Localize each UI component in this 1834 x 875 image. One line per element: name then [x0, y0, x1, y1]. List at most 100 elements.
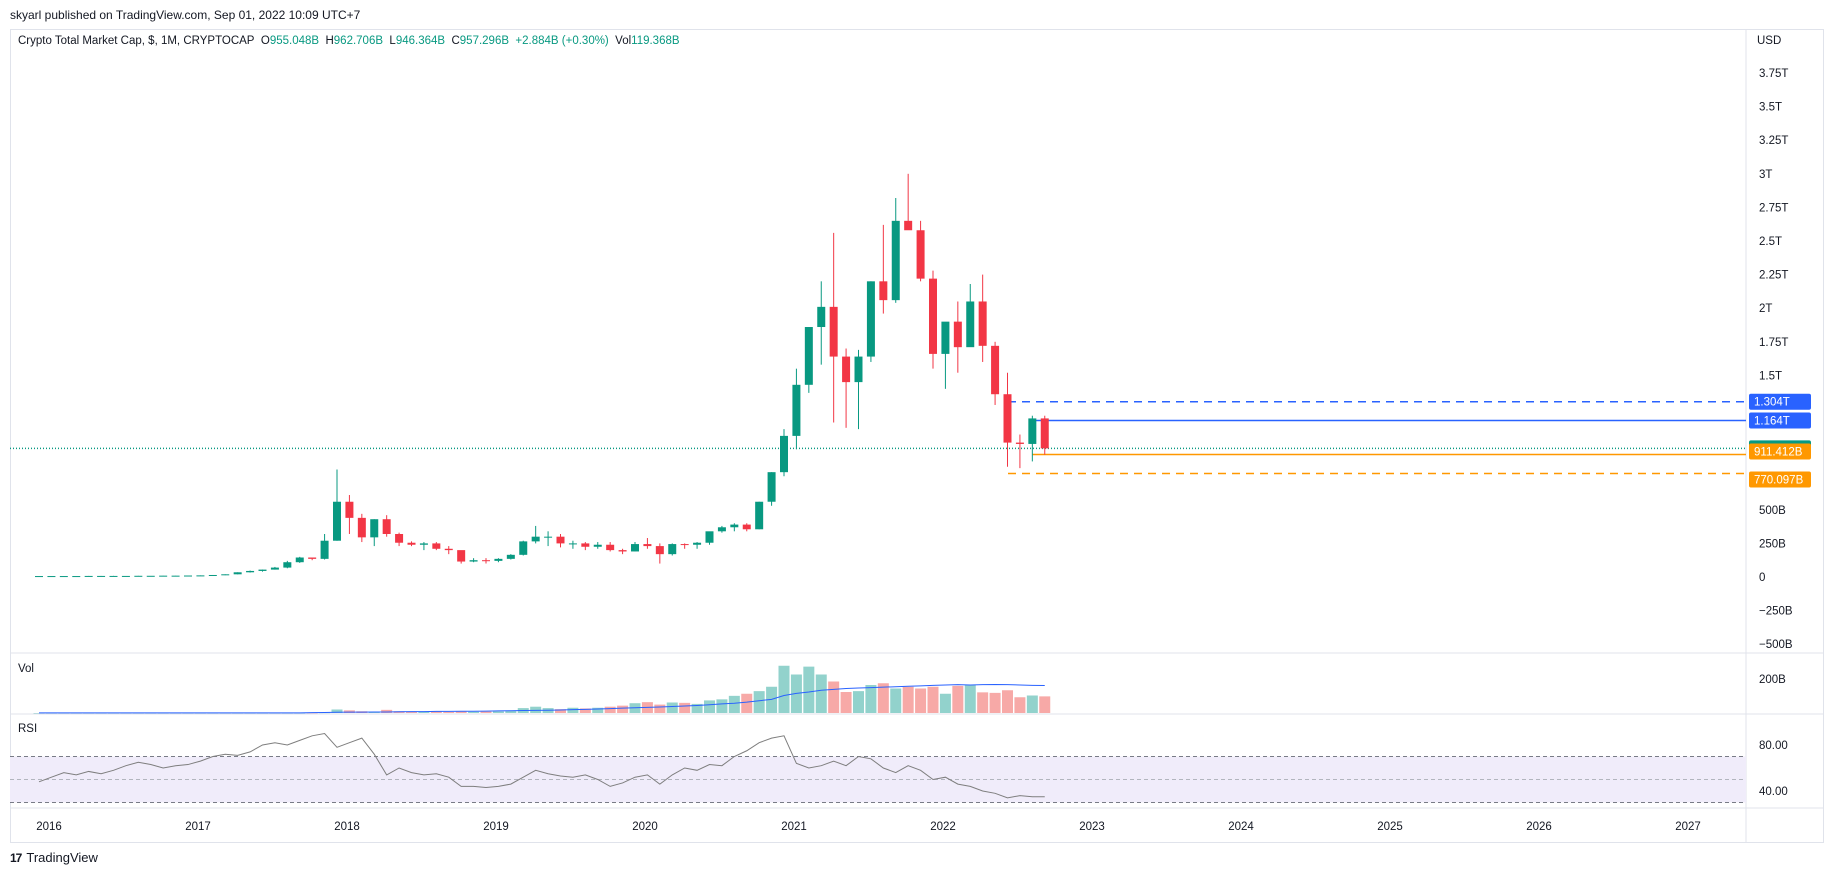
volume-bar: [592, 707, 604, 713]
candle-body: [879, 281, 888, 301]
candle-body: [1040, 418, 1049, 449]
volume-bar: [406, 711, 417, 713]
candle-body: [59, 576, 68, 578]
open-value: 955.048B: [269, 35, 320, 47]
candle-body: [780, 435, 788, 473]
candle-body: [134, 575, 143, 577]
volume-bar: [666, 702, 678, 713]
rsi-tick-label: 80.00: [1759, 740, 1788, 752]
volume-bar: [840, 692, 852, 713]
candle-body: [159, 575, 168, 577]
price-tick-label: −250B: [1759, 606, 1793, 618]
candle-body: [370, 519, 379, 538]
candle-body: [233, 572, 242, 575]
volume-bar: [853, 691, 864, 713]
currency-label: USD: [1757, 35, 1781, 47]
footer: 17 TradingView: [10, 850, 98, 865]
volume-bar: [555, 709, 566, 713]
candle-body: [929, 278, 937, 354]
volume-bar: [704, 700, 715, 713]
volume-pane-label[interactable]: Vol: [18, 663, 34, 675]
price-tick-label: 500B: [1759, 505, 1786, 517]
candle-body: [246, 570, 255, 573]
candle-body: [842, 356, 851, 383]
candle-body: [991, 345, 1000, 395]
candle-body: [817, 306, 826, 328]
volume-bar: [766, 686, 778, 713]
tradingview-logo-icon[interactable]: 17: [10, 850, 22, 865]
price-tag-label: 911.412B: [1754, 447, 1803, 459]
publisher-line: skyarl published on TradingView.com, Sep…: [10, 8, 361, 22]
candle-body: [680, 544, 689, 546]
candle-body: [792, 384, 801, 436]
vol-value: 119.368B: [631, 35, 680, 47]
time-tick-label: 2026: [1526, 821, 1552, 833]
time-tick-label: 2018: [334, 821, 360, 833]
candle-body: [444, 548, 453, 551]
volume-bar: [989, 692, 1001, 713]
price-tick-label: 0: [1759, 572, 1765, 584]
candle-body: [196, 575, 205, 577]
volume-bar: [455, 711, 467, 713]
price-tag-label: 770.097B: [1754, 474, 1804, 486]
time-tick-label: 2025: [1377, 821, 1403, 833]
rsi-pane-label[interactable]: RSI: [18, 723, 38, 735]
grid: [10, 29, 1824, 843]
candle-body: [568, 543, 577, 545]
volume-bar: [530, 706, 542, 713]
candle-body: [717, 527, 726, 532]
candle-body: [109, 575, 118, 577]
volume-bar: [505, 710, 517, 713]
vol-label: Vol: [615, 35, 632, 47]
candle-body: [419, 543, 428, 545]
candle-body: [730, 524, 739, 528]
volume-bar: [617, 705, 629, 713]
candle-body: [121, 575, 130, 577]
volume-ma-line: [39, 683, 1045, 714]
candle-body: [295, 557, 304, 563]
volume-bar: [964, 685, 976, 713]
change-value: +2.884B (+0.30%): [515, 35, 609, 47]
candle-body: [693, 542, 702, 545]
low-label: L: [389, 35, 396, 47]
candle-body: [395, 533, 404, 543]
candle-body: [742, 524, 751, 530]
volume-bar: [815, 674, 827, 713]
price-tag-box: [1749, 393, 1811, 410]
open-label: O: [260, 35, 270, 47]
brand-name[interactable]: TradingView: [26, 850, 98, 865]
candle-body: [556, 536, 565, 544]
time-tick-label: 2020: [632, 821, 658, 833]
volume-bar: [728, 695, 740, 713]
candle-body: [593, 544, 602, 547]
candle-body: [966, 301, 975, 348]
high-value: 962.706B: [333, 35, 384, 47]
time-tick-label: 2023: [1079, 821, 1105, 833]
time-tick-label: 2027: [1675, 821, 1701, 833]
price-tick-label: 1.5T: [1759, 370, 1782, 382]
candle-body: [221, 574, 230, 576]
candle-body: [767, 472, 776, 502]
volume-bar: [977, 692, 989, 713]
time-tick-label: 2016: [36, 821, 62, 833]
volume-bar: [480, 711, 492, 713]
candle-body: [1028, 418, 1037, 444]
symbol-title[interactable]: Crypto Total Market Cap, $, 1M, CRYPTOCA…: [18, 35, 255, 47]
candle-body: [308, 557, 317, 559]
candle-body: [258, 569, 267, 571]
volume-tick-label: 200B: [1759, 674, 1786, 686]
candle-body: [184, 575, 192, 577]
candle-body: [519, 541, 528, 555]
volume-bar: [915, 688, 927, 713]
price-tick-label: 2.25T: [1759, 270, 1788, 282]
candle-body: [382, 519, 391, 534]
candle-body: [146, 575, 155, 577]
rsi-tick-label: 40.00: [1759, 786, 1788, 798]
candle-body: [333, 501, 341, 541]
price-tag-label: 1.164T: [1754, 416, 1790, 428]
volume-bar: [418, 711, 430, 713]
candle-body: [1003, 394, 1012, 443]
candle-body: [581, 543, 590, 547]
candle-body: [705, 531, 714, 543]
